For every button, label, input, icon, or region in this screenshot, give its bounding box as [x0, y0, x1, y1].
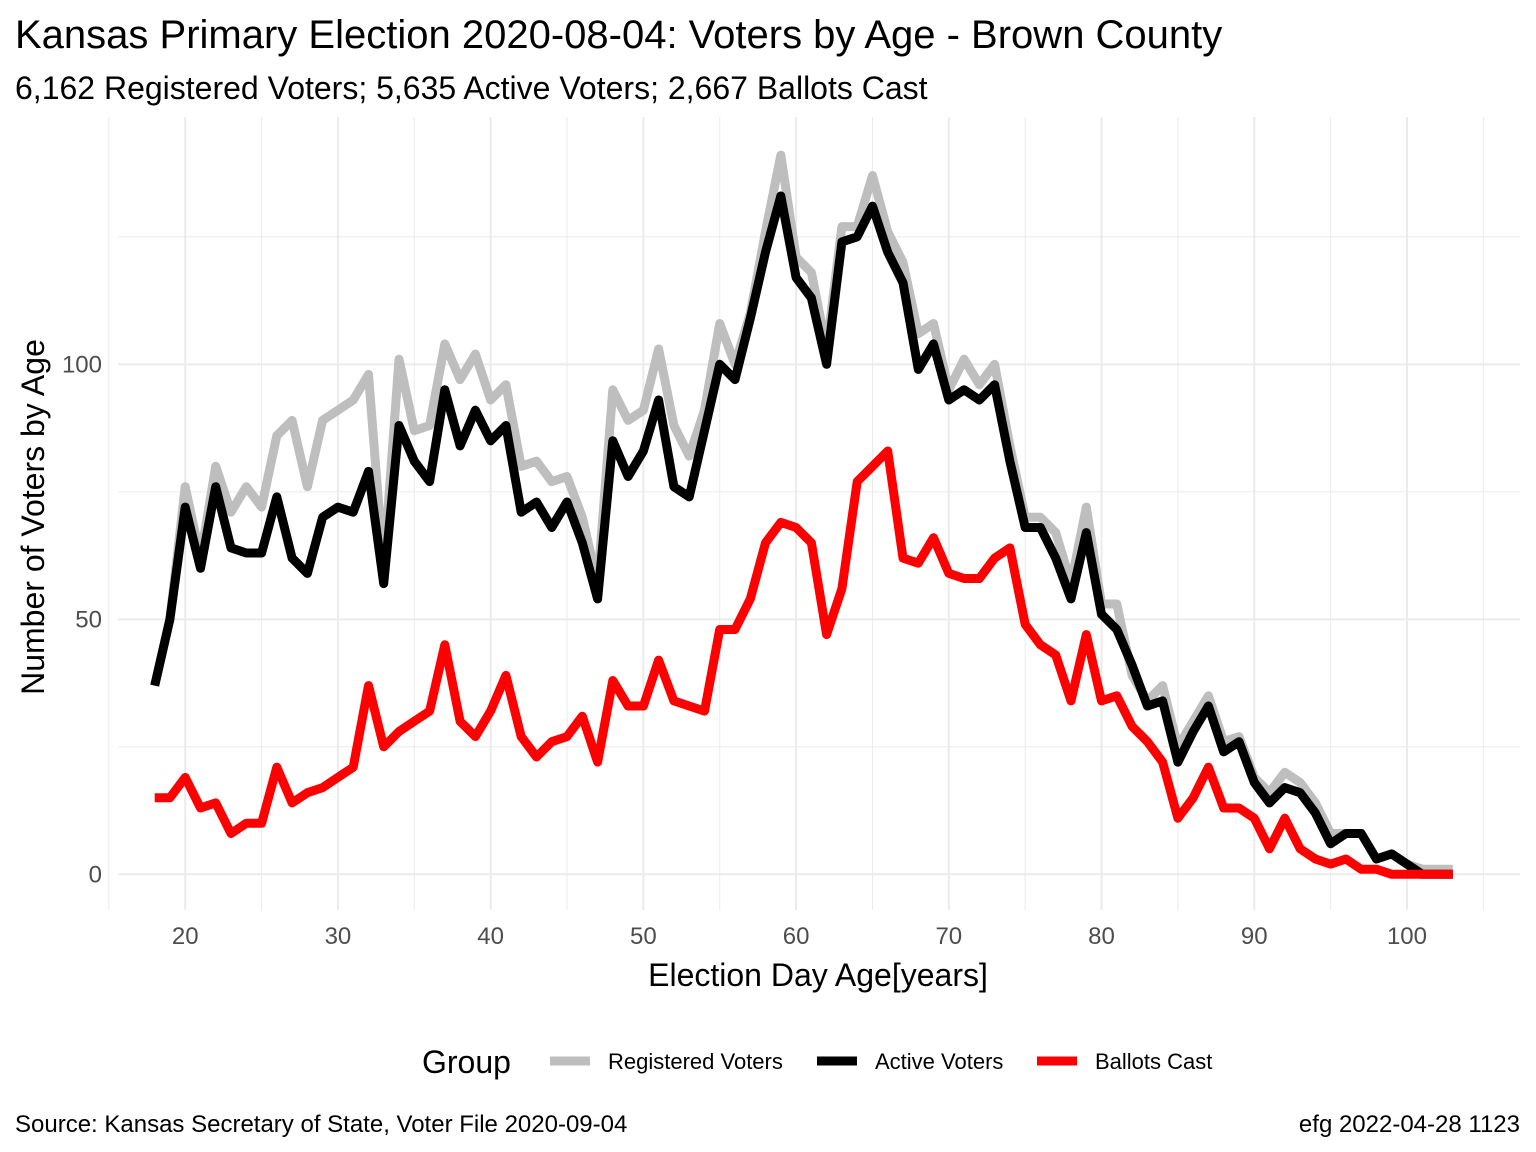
x-tick-label: 20 [172, 923, 199, 950]
x-tick-label: 50 [630, 923, 657, 950]
caption-credit: efg 2022-04-28 1123 [1299, 1111, 1520, 1138]
x-tick-label: 70 [935, 923, 962, 950]
x-tick-label: 80 [1088, 923, 1115, 950]
x-tick-label: 90 [1241, 923, 1268, 950]
chart-subtitle: 6,162 Registered Voters; 5,635 Active Vo… [15, 70, 928, 106]
legend-title: Group [422, 1044, 511, 1080]
legend-label-active-voters: Active Voters [875, 1049, 1003, 1074]
caption-source: Source: Kansas Secretary of State, Voter… [15, 1111, 627, 1138]
minor-grid [108, 117, 1520, 910]
x-axis-label: Election Day Age[years] [648, 957, 988, 993]
chart-title: Kansas Primary Election 2020-08-04: Vote… [15, 13, 1222, 57]
x-tick-label: 100 [1387, 923, 1427, 950]
x-tick-label: 40 [477, 923, 504, 950]
series-lines [150, 150, 1453, 879]
x-tick-label: 30 [325, 923, 352, 950]
legend-label-registered-voters: Registered Voters [608, 1049, 783, 1074]
y-tick-label: 100 [62, 351, 102, 378]
y-tick-labels: 0 50 100 [62, 351, 102, 888]
legend: Group Registered Voters Active Voters Ball… [422, 1044, 1212, 1080]
series-line-active-voters [150, 191, 1453, 879]
series-line-ballots-cast [154, 446, 1453, 879]
y-tick-label: 50 [75, 606, 102, 633]
series-line-registered-voters [150, 150, 1453, 874]
x-tick-label: 60 [783, 923, 810, 950]
legend-label-ballots-cast: Ballots Cast [1095, 1049, 1212, 1074]
y-tick-label: 0 [89, 861, 102, 888]
x-tick-labels: 20 30 40 50 60 70 80 90 100 [172, 923, 1427, 950]
legend-items: Registered Voters Active Voters Ballots Ca… [550, 1049, 1212, 1074]
y-axis-label: Number of Voters by Age [15, 339, 51, 695]
